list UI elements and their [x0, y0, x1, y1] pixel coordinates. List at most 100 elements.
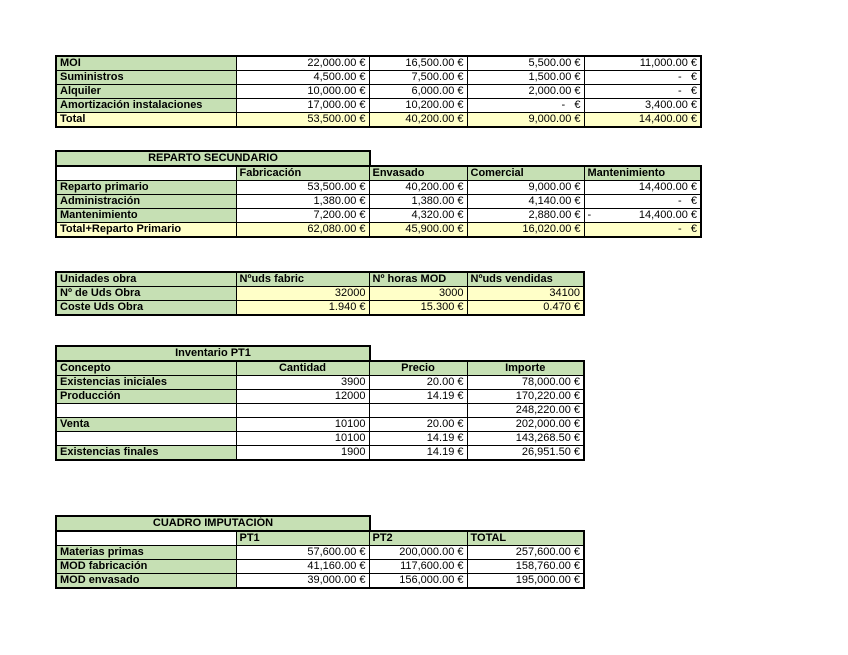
- cell: 10100: [235, 417, 370, 432]
- cell: 3000: [368, 286, 468, 301]
- cell: Venta: [55, 417, 237, 432]
- cell: 40,200.00 €: [368, 112, 468, 128]
- table-row: Alquiler 10,000.00 €6,000.00 €2,000.00 € -…: [55, 84, 702, 99]
- cell: Materias primas: [55, 545, 237, 560]
- cell: 26,951.50 €: [466, 445, 585, 461]
- cell: - €: [583, 70, 702, 85]
- table-row: Unidades obra Nºuds fabric Nº horas MOD Nºu…: [55, 271, 585, 287]
- cell: 62,080.00 €: [235, 222, 370, 238]
- cell: 16,020.00 €: [466, 222, 585, 238]
- cuadro-imputacion-table-merged-header: CUADRO IMPUTACIÓN: [55, 515, 371, 530]
- cell: 14.19 €: [368, 389, 468, 404]
- cell: 158,760.00 €: [466, 559, 585, 574]
- table-row: Fabricación Envasado Comercial Mantenimient…: [55, 165, 702, 181]
- cell: 2,000.00 €: [466, 84, 585, 99]
- cell: 143,268.50 €: [466, 431, 585, 446]
- cell: 12000: [235, 389, 370, 404]
- costes-reparto-primario-table: MOI 22,000.00 €16,500.00 €5,500.00 €11,00…: [55, 55, 702, 128]
- cell: 14.19 €: [368, 445, 468, 461]
- cell: 78,000.00 €: [466, 375, 585, 390]
- cell: 10,200.00 €: [368, 98, 468, 113]
- unidades-obra-table: Unidades obra Nºuds fabric Nº horas MOD Nºu…: [55, 271, 585, 316]
- cell: MOI: [55, 55, 237, 71]
- table-row: Existencias iniciales 3900 20.00 €78,000.0…: [55, 375, 585, 390]
- table-row: Suministros 4,500.00 €7,500.00 €1,500.00 …: [55, 70, 702, 85]
- cell: 17,000.00 €: [235, 98, 370, 113]
- cell: Reparto primario: [55, 180, 237, 195]
- table-row: 10100 14.19 €143,268.50 €: [55, 431, 585, 446]
- table-row: Venta 10100 20.00 €202,000.00 €: [55, 417, 585, 432]
- cell: - 14,400.00 €: [583, 208, 702, 223]
- cell: Fabricación: [235, 165, 370, 181]
- cell: 53,500.00 €: [235, 180, 370, 195]
- cell: 9,000.00 €: [466, 112, 585, 128]
- table-row: MOD fabricación 41,160.00 €117,600.00 €15…: [55, 559, 585, 574]
- cell: Total: [55, 112, 237, 128]
- cell: Existencias iniciales: [55, 375, 237, 390]
- cell: 195,000.00 €: [466, 573, 585, 589]
- table-row: Mantenimiento 7,200.00 €4,320.00 €2,880.0…: [55, 208, 702, 223]
- cell: Concepto: [55, 360, 237, 376]
- cell: 1.940 €: [235, 300, 370, 316]
- cell: 53,500.00 €: [235, 112, 370, 128]
- cell: Nºuds fabric: [235, 271, 370, 287]
- cell: 3,400.00 €: [583, 98, 702, 113]
- cell: 1,500.00 €: [466, 70, 585, 85]
- cell: Amortización instalaciones: [55, 98, 237, 113]
- cell: - €: [583, 194, 702, 209]
- cell: MOD fabricación: [55, 559, 237, 574]
- cell: 200,000.00 €: [368, 545, 468, 560]
- cell: Existencias finales: [55, 445, 237, 461]
- inventario-pt1-table-merged-header: Inventario PT1: [55, 345, 371, 360]
- cell: 1,380.00 €: [368, 194, 468, 209]
- cell: [55, 530, 237, 546]
- cell: 14,400.00 €: [583, 180, 702, 195]
- inventario-pt1-table: Concepto Cantidad Precio Importe Existencias…: [55, 360, 585, 461]
- minus-sign: -: [587, 209, 592, 222]
- cell: - €: [583, 222, 702, 238]
- cell: Importe: [466, 360, 585, 376]
- reparto-secundario-table: Fabricación Envasado Comercial Mantenimient…: [55, 165, 702, 238]
- cell: 1900: [235, 445, 370, 461]
- cell: Precio: [368, 360, 468, 376]
- cell: TOTAL: [466, 530, 585, 546]
- cell: Alquiler: [55, 84, 237, 99]
- cell: 6,000.00 €: [368, 84, 468, 99]
- cell: 7,500.00 €: [368, 70, 468, 85]
- cell: MOD envasado: [55, 573, 237, 589]
- table-row: Total 53,500.00 €40,200.00 €9,000.00 €14,…: [55, 112, 702, 128]
- table-row: 248,220.00 €: [55, 403, 585, 418]
- reparto-secundario-table-merged-header: REPARTO SECUNDARIO: [55, 150, 371, 165]
- cell: 15.300 €: [368, 300, 468, 316]
- cell: Nº de Uds Obra: [55, 286, 237, 301]
- cell: 202,000.00 €: [466, 417, 585, 432]
- cell: Nº horas MOD: [368, 271, 468, 287]
- cell: - €: [583, 84, 702, 99]
- cell: Coste Uds Obra: [55, 300, 237, 316]
- table-row: Materias primas 57,600.00 €200,000.00 €25…: [55, 545, 585, 560]
- cell: PT2: [368, 530, 468, 546]
- cell: PT1: [235, 530, 370, 546]
- cell: [368, 403, 468, 418]
- table-row: Existencias finales 1900 14.19 €26,951.50 …: [55, 445, 585, 461]
- table-row: Administración 1,380.00 €1,380.00 €4,140.…: [55, 194, 702, 209]
- cell: [235, 403, 370, 418]
- table-row: Nº de Uds Obra 32000 3000 34100: [55, 286, 585, 301]
- cell: Administración: [55, 194, 237, 209]
- cell: 4,500.00 €: [235, 70, 370, 85]
- cell: 9,000.00 €: [466, 180, 585, 195]
- cell: 20.00 €: [368, 375, 468, 390]
- table-row: MOI 22,000.00 €16,500.00 €5,500.00 €11,00…: [55, 55, 702, 71]
- cell: Suministros: [55, 70, 237, 85]
- cell: 14.19 €: [368, 431, 468, 446]
- cell: 16,500.00 €: [368, 55, 468, 71]
- cell: 1,380.00 €: [235, 194, 370, 209]
- cell: 248,220.00 €: [466, 403, 585, 418]
- cell: [55, 165, 237, 181]
- cell: 156,000.00 €: [368, 573, 468, 589]
- table-row: Total+Reparto Primario 62,080.00 €45,900.…: [55, 222, 702, 238]
- table-row: Concepto Cantidad Precio Importe: [55, 360, 585, 376]
- table-row: Producción 12000 14.19 €170,220.00 €: [55, 389, 585, 404]
- cell: 7,200.00 €: [235, 208, 370, 223]
- cell: Cantidad: [235, 360, 370, 376]
